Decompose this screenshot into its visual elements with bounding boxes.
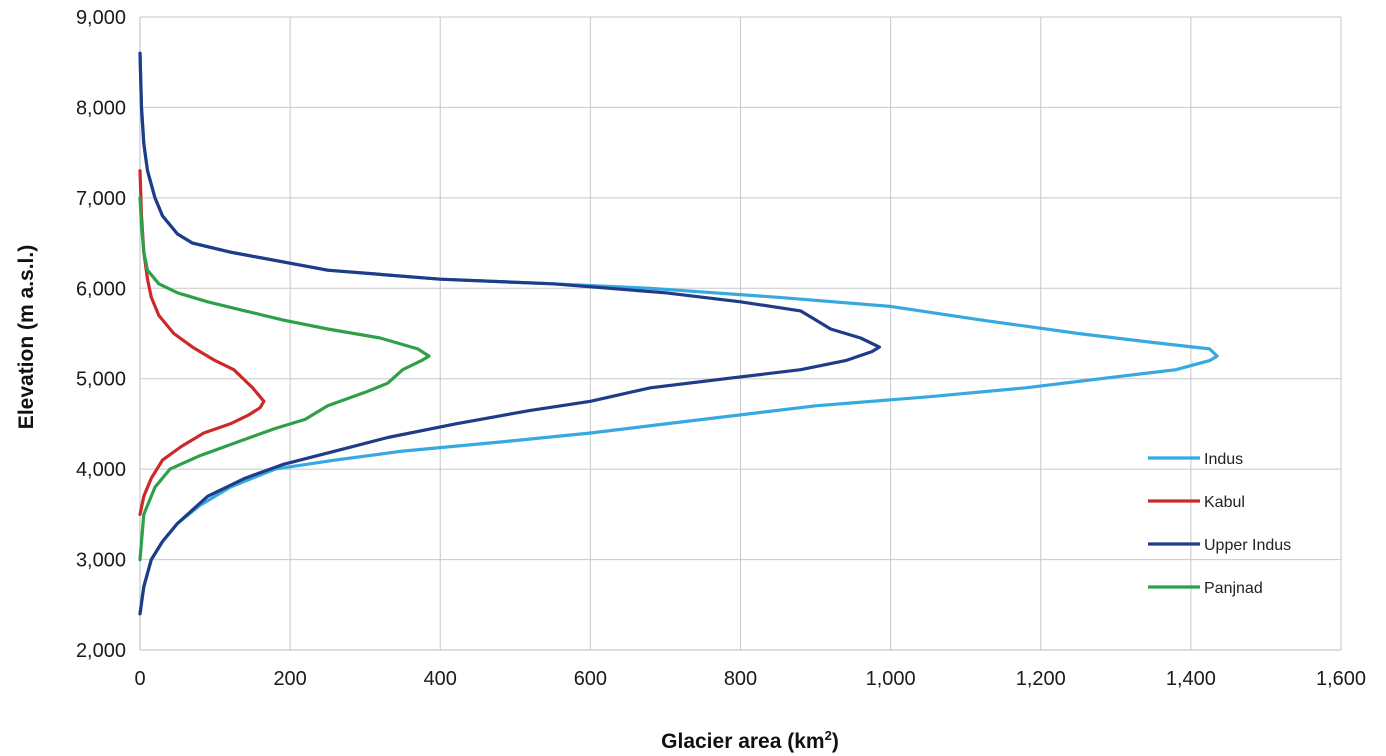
y-tick-label: 2,000 [76,640,126,662]
series-lines [138,51,1219,616]
y-axis-title: Elevation (m a.s.l.) [15,245,38,429]
x-axis-title-main: Glacier area (km [661,730,824,753]
y-tick-label: 8,000 [76,97,126,119]
y-tick-label: 6,000 [76,278,126,300]
x-tick-label: 1,600 [1316,668,1366,690]
x-tick-label: 200 [273,668,306,690]
x-axis-title: Glacier area (km2) [661,728,839,753]
y-tick-label: 5,000 [76,369,126,391]
series-line-kabul [138,169,266,516]
x-axis-title-superscript: 2 [825,728,832,743]
grid-lines [140,16,1342,650]
x-tick-label: 1,000 [866,668,916,690]
legend-label-kabul: Kabul [1204,494,1245,511]
tick-labels: 0 200 400 600 800 1,000 1,200 1,400 1,600 2,000 3,… [76,7,1366,690]
x-tick-label: 1,200 [1016,668,1066,690]
x-axis-title-end: ) [832,730,839,753]
x-tick-label: 800 [724,668,757,690]
legend-label-panjnad: Panjnad [1204,580,1263,597]
x-tick-label: 1,400 [1166,668,1216,690]
y-tick-label: 4,000 [76,459,126,481]
y-tick-label: 9,000 [76,7,126,29]
legend-label-indus: Indus [1204,451,1243,468]
series-line-indus [138,51,1219,616]
y-tick-label: 3,000 [76,550,126,572]
legend-label-upper-indus: Upper Indus [1204,537,1291,554]
legend: Indus Kabul Upper Indus Panjnad [1148,451,1291,597]
series-line-panjnad [138,196,431,562]
x-tick-label: 0 [134,668,145,690]
y-tick-label: 7,000 [76,188,126,210]
x-tick-label: 400 [424,668,457,690]
series-line-upper-indus [138,51,881,616]
x-tick-label: 600 [574,668,607,690]
